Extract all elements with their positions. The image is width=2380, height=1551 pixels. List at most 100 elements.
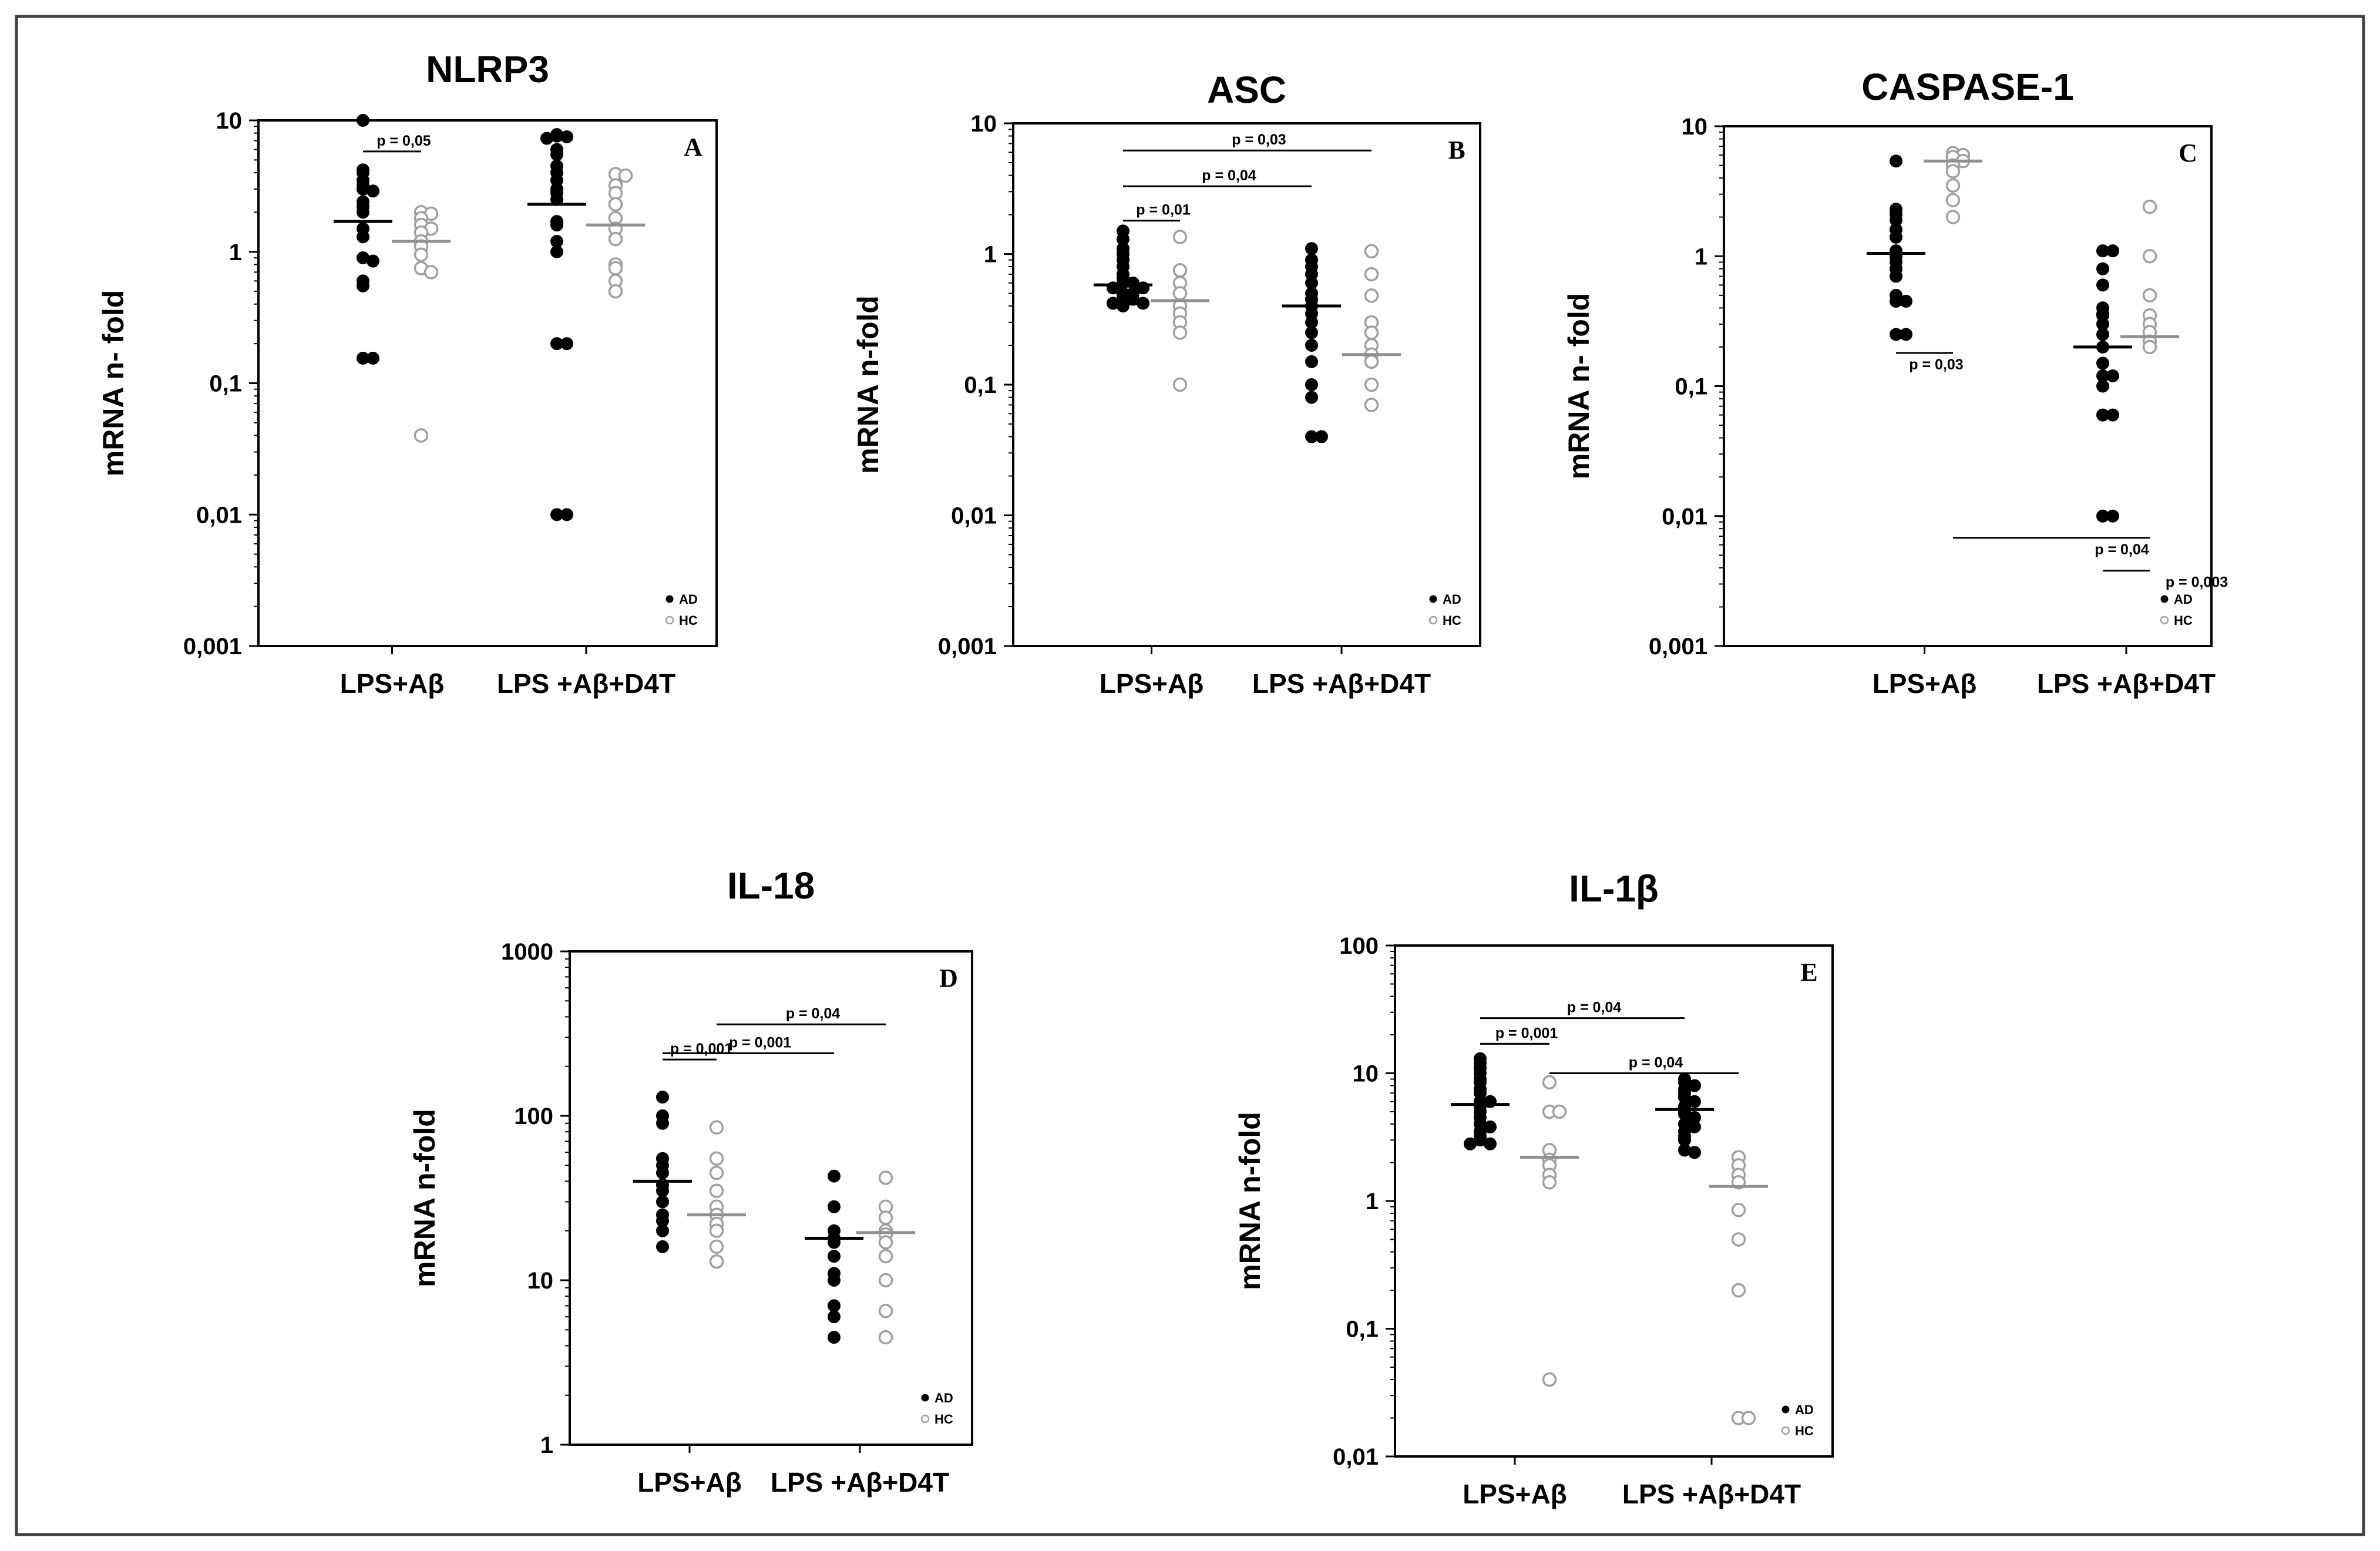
x-tick-label: LPS+Aβ xyxy=(637,1467,742,1498)
data-point-hc xyxy=(2142,339,2157,355)
data-point-ad xyxy=(2096,356,2109,370)
data-point-hc xyxy=(709,1183,724,1198)
legend-label-ad: AD xyxy=(1443,592,1461,607)
y-tick-label: 0,001 xyxy=(938,634,997,660)
p-value-label: p = 0,04 xyxy=(2095,541,2149,558)
x-tick-label: LPS +Aβ+D4T xyxy=(2037,668,2216,699)
p-value-label: p = 0,001 xyxy=(729,1035,791,1051)
p-value-label: p = 0,01 xyxy=(1136,202,1191,218)
data-point-ad xyxy=(1900,294,1912,308)
chart-panel-a: NLRP3 A 10 1 0,1 0,01 0,001 mRNA n- fold LPS+Aβ L… xyxy=(97,48,718,699)
y-tick-label: 0,1 xyxy=(209,371,242,397)
panel-letter: B xyxy=(1448,136,1465,164)
data-point-ad xyxy=(2096,262,2109,275)
legend-label-hc: HC xyxy=(934,1412,953,1426)
data-point-hc xyxy=(608,284,623,299)
p-value-label: p = 0,001 xyxy=(670,1041,732,1057)
data-point-ad xyxy=(2096,379,2109,393)
chart-title: CASPASE-1 xyxy=(1861,66,2074,108)
data-point-ad xyxy=(1305,391,1318,404)
data-point-ad xyxy=(2096,278,2109,292)
data-point-hc xyxy=(608,197,623,212)
y-tick-label: 1000 xyxy=(501,939,553,965)
data-point-ad xyxy=(656,1166,669,1180)
data-point-hc xyxy=(709,1165,724,1180)
y-tick-label: 100 xyxy=(1339,933,1379,959)
data-point-hc xyxy=(1364,377,1379,392)
data-point-hc xyxy=(1172,325,1188,340)
legend-label-ad: AD xyxy=(1795,1402,1814,1417)
data-point-ad xyxy=(1890,270,1902,283)
data-point-hc xyxy=(878,1210,893,1225)
data-point-ad xyxy=(1464,1137,1477,1150)
data-point-hc xyxy=(878,1304,893,1318)
data-point-hc xyxy=(608,231,623,247)
chart-panel-c: CASPASE-1 C 10 1 0,1 0,01 0,001 mRNA n- fold LPS… xyxy=(1562,66,2228,699)
legend-label-hc: HC xyxy=(1443,613,1461,628)
y-tick-label: 10 xyxy=(216,108,243,134)
chart-title: ASC xyxy=(1207,69,1286,111)
data-point-hc xyxy=(1945,164,1961,179)
data-point-hc xyxy=(414,247,429,262)
data-point-hc xyxy=(878,1273,893,1288)
data-point-ad xyxy=(828,1310,841,1324)
data-point-hc xyxy=(709,1254,724,1269)
p-value-label: p = 0,003 xyxy=(2166,574,2228,591)
y-tick-label: 100 xyxy=(514,1103,553,1129)
data-point-ad xyxy=(550,148,563,162)
data-point-hc xyxy=(1945,193,1961,208)
x-tick-label: LPS +Aβ+D4T xyxy=(771,1467,949,1498)
chart-title: NLRP3 xyxy=(426,48,549,90)
data-point-ad xyxy=(1137,297,1149,310)
y-axis-label: mRNA n- fold xyxy=(1562,293,1595,480)
data-point-ad xyxy=(1900,328,1912,341)
p-value-label: p = 0,04 xyxy=(1202,167,1256,184)
data-point-ad xyxy=(2096,328,2109,341)
y-tick-label: 1 xyxy=(540,1432,553,1458)
data-point-ad xyxy=(367,254,379,268)
y-tick-label: 0,1 xyxy=(1675,374,1707,400)
data-point-ad xyxy=(550,245,563,258)
y-tick-label: 10 xyxy=(971,111,997,137)
data-point-hc xyxy=(878,1235,893,1250)
y-tick-label: 0,1 xyxy=(1346,1317,1379,1343)
figure-border xyxy=(15,15,2365,1536)
y-tick-label: 0,001 xyxy=(183,634,242,660)
legend-marker-hc xyxy=(1428,615,1438,625)
data-point-ad xyxy=(560,508,573,522)
data-point-hc xyxy=(1172,263,1188,278)
data-point-ad xyxy=(656,1184,669,1197)
data-point-ad xyxy=(1305,339,1318,352)
data-point-ad xyxy=(1117,300,1130,313)
data-point-hc xyxy=(2142,249,2157,264)
y-tick-label: 10 xyxy=(1682,114,1708,140)
legend-marker-hc xyxy=(2160,615,2169,625)
legend-marker-ad xyxy=(921,1394,929,1402)
data-point-hc xyxy=(1542,1372,1557,1387)
data-point-hc xyxy=(1364,325,1379,340)
y-axis-label: mRNA n-fold xyxy=(408,1109,441,1287)
data-point-hc xyxy=(878,1170,893,1185)
data-point-hc xyxy=(423,265,439,280)
data-point-hc xyxy=(1364,354,1379,369)
p-value-label: p = 0,04 xyxy=(1567,1000,1622,1016)
data-point-ad xyxy=(357,279,369,292)
data-point-hc xyxy=(1741,1411,1756,1425)
data-point-ad xyxy=(540,132,553,145)
data-point-ad xyxy=(828,1169,841,1183)
data-point-hc xyxy=(1364,288,1379,303)
data-point-ad xyxy=(1688,1146,1701,1159)
data-point-hc xyxy=(1552,1104,1567,1119)
data-point-ad xyxy=(357,230,369,244)
y-tick-label: 10 xyxy=(527,1268,554,1294)
data-point-hc xyxy=(1364,398,1379,412)
y-tick-label: 0,1 xyxy=(964,372,997,398)
data-point-ad xyxy=(828,1331,841,1344)
data-point-ad xyxy=(828,1299,841,1313)
data-point-hc xyxy=(2142,288,2157,303)
y-axis-label: mRNA n-fold xyxy=(1233,1112,1266,1290)
data-point-hc xyxy=(1731,1203,1746,1217)
legend-label-ad: AD xyxy=(679,592,698,607)
y-tick-label: 0,001 xyxy=(1649,634,1707,660)
